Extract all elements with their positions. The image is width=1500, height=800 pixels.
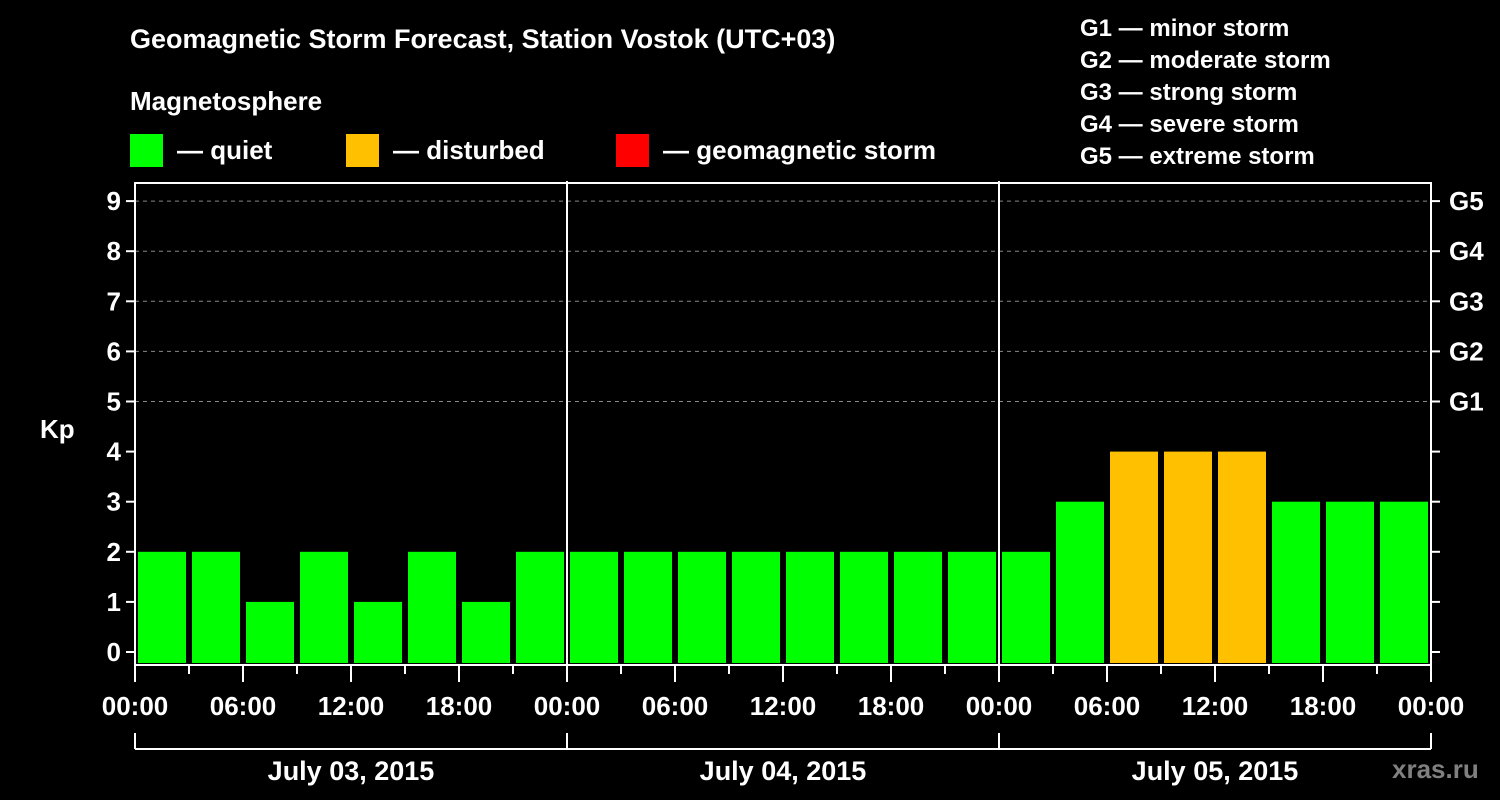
kp-bar xyxy=(354,601,402,663)
g-scale-label: G1 xyxy=(1449,387,1484,417)
kp-bar xyxy=(516,551,564,663)
x-tick-label: 00:00 xyxy=(102,691,169,721)
y-tick-label: 4 xyxy=(107,437,122,467)
legend-storm: — geomagnetic storm xyxy=(616,134,936,167)
g-scale-label: G5 xyxy=(1449,186,1484,216)
g-scale-label: G4 xyxy=(1449,236,1484,266)
x-tick-label: 12:00 xyxy=(750,691,817,721)
watermark: xras.ru xyxy=(1392,754,1479,784)
x-tick-label: 06:00 xyxy=(642,691,709,721)
kp-bar xyxy=(246,601,294,663)
x-tick-label: 18:00 xyxy=(1290,691,1357,721)
g-scale-label: G3 xyxy=(1449,286,1484,316)
x-tick-label: 00:00 xyxy=(966,691,1033,721)
kp-bar xyxy=(1326,501,1374,663)
kp-bar xyxy=(192,551,240,663)
storm-scale-g2: G2 — moderate storm xyxy=(1080,47,1331,74)
g-scale-label: G2 xyxy=(1449,336,1484,366)
y-tick-label: 0 xyxy=(107,637,121,667)
x-tick-label: 00:00 xyxy=(534,691,601,721)
day-label: July 04, 2015 xyxy=(700,756,867,786)
legend-storm-label: — geomagnetic storm xyxy=(663,135,937,165)
kp-bar xyxy=(624,551,672,663)
y-axis-label: Kp xyxy=(40,414,75,444)
legend-quiet-label: — quiet xyxy=(177,135,273,165)
day-label: July 05, 2015 xyxy=(1132,756,1299,786)
chart-title: Geomagnetic Storm Forecast, Station Vost… xyxy=(130,24,836,54)
storm-swatch xyxy=(616,134,649,167)
day-label: July 03, 2015 xyxy=(268,756,435,786)
kp-bar xyxy=(462,601,510,663)
legend-disturbed: — disturbed xyxy=(346,134,545,167)
kp-bar xyxy=(840,551,888,663)
kp-bar xyxy=(894,551,942,663)
kp-bar xyxy=(1110,451,1158,663)
y-tick-label: 5 xyxy=(107,387,121,417)
y-tick-label: 2 xyxy=(107,537,121,567)
x-tick-label: 18:00 xyxy=(426,691,493,721)
storm-scale-g5: G5 — extreme storm xyxy=(1080,143,1315,170)
y-tick-label: 7 xyxy=(107,286,121,316)
kp-bar xyxy=(300,551,348,663)
storm-scale-g4: G4 — severe storm xyxy=(1080,111,1299,138)
legend-quiet: — quiet xyxy=(130,134,272,167)
x-tick-label: 00:00 xyxy=(1398,691,1465,721)
kp-bar xyxy=(1218,451,1266,663)
storm-scale-list: G1 — minor storm G2 — moderate storm G3 … xyxy=(1080,13,1331,173)
x-tick-label: 12:00 xyxy=(318,691,385,721)
y-tick-label: 8 xyxy=(107,236,121,266)
legend-disturbed-label: — disturbed xyxy=(393,135,545,165)
y-tick-label: 9 xyxy=(107,186,121,216)
kp-bar xyxy=(1056,501,1104,663)
y-tick-label: 3 xyxy=(107,487,121,517)
kp-bar xyxy=(1164,451,1212,663)
x-tick-label: 06:00 xyxy=(210,691,277,721)
legend-heading: Magnetosphere xyxy=(130,86,323,116)
y-tick-label: 6 xyxy=(107,336,121,366)
quiet-swatch xyxy=(130,134,163,167)
y-tick-label: 1 xyxy=(107,587,121,617)
kp-bar xyxy=(138,551,186,663)
x-tick-label: 06:00 xyxy=(1074,691,1141,721)
disturbed-swatch xyxy=(346,134,379,167)
kp-bar xyxy=(732,551,780,663)
kp-bar xyxy=(948,551,996,663)
storm-scale-g3: G3 — strong storm xyxy=(1080,79,1298,106)
kp-bar xyxy=(786,551,834,663)
kp-bar xyxy=(1002,551,1050,663)
kp-bar xyxy=(678,551,726,663)
x-tick-label: 18:00 xyxy=(858,691,925,721)
kp-bar xyxy=(408,551,456,663)
storm-scale-g1: G1 — minor storm xyxy=(1080,15,1290,42)
x-tick-label: 12:00 xyxy=(1182,691,1249,721)
kp-bar xyxy=(1272,501,1320,663)
kp-bar xyxy=(1380,501,1428,663)
kp-bar xyxy=(570,551,618,663)
